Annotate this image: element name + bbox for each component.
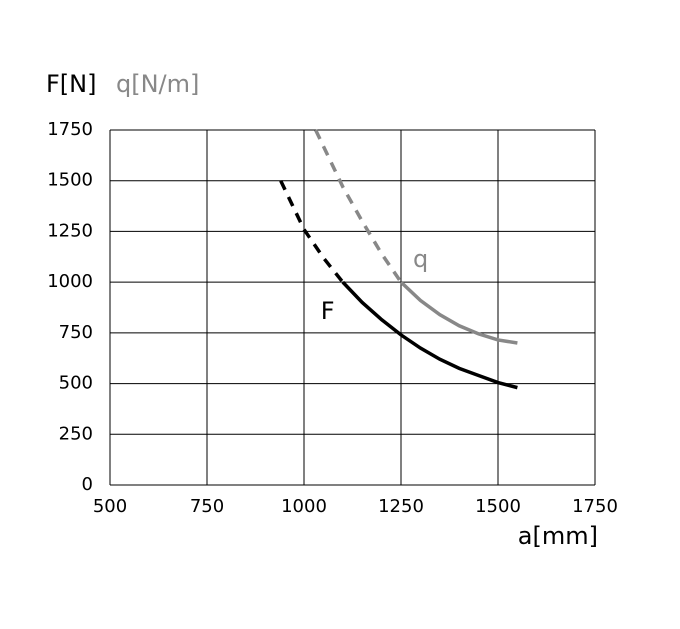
- x-tick-label: 750: [190, 496, 224, 517]
- y-tick-label: 1750: [47, 119, 93, 140]
- curve: [314, 129, 403, 284]
- curve: [341, 280, 518, 390]
- x-tick-label: 1250: [378, 496, 424, 517]
- curve: [279, 179, 345, 284]
- x-tick-label: 1000: [281, 496, 327, 517]
- y-tick-label: 1250: [47, 220, 93, 241]
- curve-label: F: [321, 297, 335, 325]
- curve: [399, 280, 518, 345]
- y-axis-label: F[N]: [46, 70, 96, 98]
- y-tick-label: 1000: [47, 271, 93, 292]
- y-tick-label: 0: [82, 474, 93, 495]
- y-tick-label: 250: [59, 423, 93, 444]
- x-tick-label: 1750: [572, 496, 618, 517]
- y-tick-label: 1500: [47, 170, 93, 191]
- curve-label: q: [413, 245, 428, 273]
- y-axis-label: q[N/m]: [116, 70, 199, 98]
- y-tick-label: 500: [59, 373, 93, 394]
- x-tick-label: 1500: [475, 496, 521, 517]
- x-tick-label: 500: [93, 496, 127, 517]
- y-tick-label: 750: [59, 322, 93, 343]
- x-axis-label: a[mm]: [518, 522, 598, 550]
